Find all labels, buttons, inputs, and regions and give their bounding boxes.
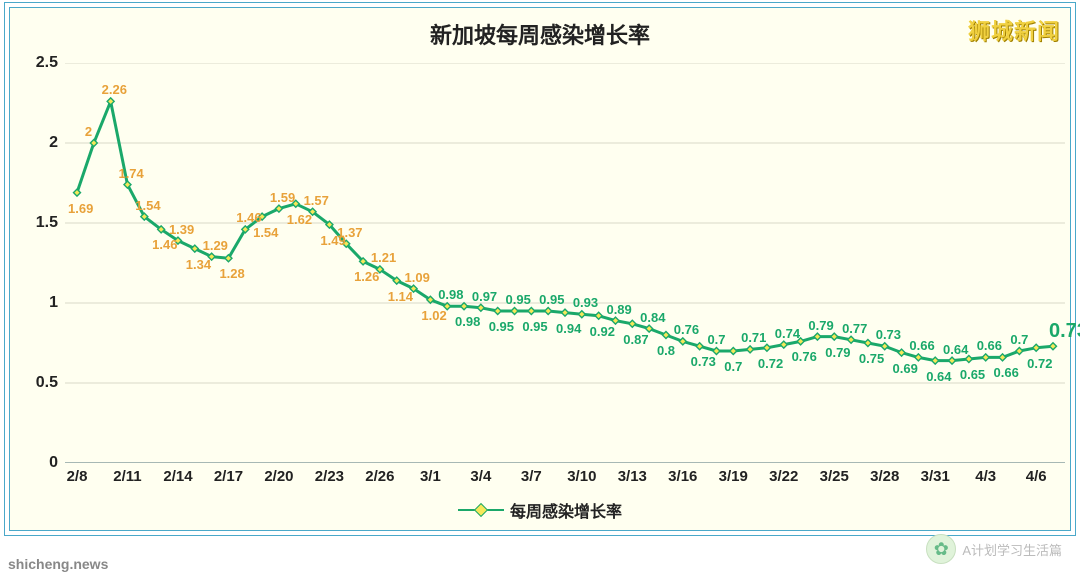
legend-line-icon (458, 509, 504, 511)
x-tick-label: 2/14 (163, 468, 192, 485)
data-point-label: 0.65 (960, 367, 985, 382)
legend: 每周感染增长率 (10, 498, 1070, 522)
data-point-label: 1.14 (388, 289, 413, 304)
data-point-label: 1.69 (68, 201, 93, 216)
data-point-label: 0.73 (876, 327, 901, 342)
data-point-label: 1.54 (135, 198, 160, 213)
data-point-label: 0.97 (472, 289, 497, 304)
data-point-label: 0.84 (640, 310, 665, 325)
y-tick-label: 1.5 (26, 214, 58, 232)
data-point-label: 0.87 (623, 332, 648, 347)
data-point-label: 0.73 (691, 354, 716, 369)
data-point-label: 0.72 (758, 356, 783, 371)
data-point-label: 0.72 (1027, 356, 1052, 371)
data-point-label: 0.79 (825, 345, 850, 360)
data-point-label: 0.77 (842, 321, 867, 336)
data-point-label: 1.54 (253, 225, 278, 240)
x-tick-label: 4/3 (975, 468, 996, 485)
x-tick-label: 3/7 (521, 468, 542, 485)
watermark-top-right: 狮城新闻 (968, 14, 1060, 46)
x-tick-label: 2/20 (264, 468, 293, 485)
legend-label: 每周感染增长率 (510, 498, 622, 522)
data-point-label: 1.46 (152, 237, 177, 252)
data-point-label: 1.02 (421, 308, 446, 323)
x-tick-label: 3/22 (769, 468, 798, 485)
legend-diamond-icon (474, 503, 488, 517)
data-point-label: 0.73 (1049, 320, 1080, 343)
data-point-label: 0.64 (926, 369, 951, 384)
data-point-label: 0.92 (590, 324, 615, 339)
data-point-label: 1.59 (270, 190, 295, 205)
data-point-label: 1.09 (405, 270, 430, 285)
data-point-label: 0.74 (775, 326, 800, 341)
chart-title: 新加坡每周感染增长率 (10, 18, 1070, 50)
x-axis-labels: 2/8 2/11 2/14 2/17 2/20 2/23 2/26 3/1 3/4 3/7 3/10… (65, 468, 1065, 490)
data-point-label: 0.75 (859, 351, 884, 366)
data-point-label: 2.26 (102, 82, 127, 97)
data-point-label: 0.71 (741, 330, 766, 345)
data-point-label: 0.66 (994, 365, 1019, 380)
x-tick-label: 3/31 (921, 468, 950, 485)
data-point-label: 1.37 (337, 225, 362, 240)
wechat-label: A计划学习生活篇 (962, 540, 1062, 559)
data-point-label: 0.8 (657, 343, 675, 358)
data-point-label: 0.89 (606, 302, 631, 317)
x-tick-label: 3/1 (420, 468, 441, 485)
x-tick-label: 3/13 (618, 468, 647, 485)
x-tick-label: 3/10 (567, 468, 596, 485)
data-point-label: 0.95 (489, 319, 514, 334)
data-point-label: 0.93 (573, 295, 598, 310)
data-point-label: 1.28 (219, 266, 244, 281)
data-point-label: 1.26 (354, 269, 379, 284)
data-point-label: 0.7 (707, 332, 725, 347)
x-tick-label: 2/26 (365, 468, 394, 485)
data-point-label: 0.76 (792, 349, 817, 364)
data-point-label: 0.95 (522, 319, 547, 334)
data-point-label: 0.95 (506, 292, 531, 307)
y-tick-label: 2.5 (26, 54, 58, 72)
data-point-label: 1.29 (203, 238, 228, 253)
data-point-label: 1.46 (236, 210, 261, 225)
data-point-label: 0.66 (977, 338, 1002, 353)
x-tick-label: 2/11 (113, 468, 141, 485)
x-tick-label: 4/6 (1026, 468, 1047, 485)
y-tick-label: 2 (26, 134, 58, 152)
chart-outer-border: 新加坡每周感染增长率 狮城新闻 0 0.5 1 1.5 2 2.5 2/8 2/11 2/14… (4, 2, 1076, 536)
data-point-label: 0.66 (909, 338, 934, 353)
data-point-label: 0.7 (1010, 332, 1028, 347)
data-point-label: 0.64 (943, 342, 968, 357)
data-point-label: 1.74 (118, 166, 143, 181)
x-tick-label: 3/16 (668, 468, 697, 485)
x-tick-label: 2/17 (214, 468, 243, 485)
data-point-label: 1.39 (169, 222, 194, 237)
y-tick-label: 0 (26, 454, 58, 472)
x-tick-label: 3/4 (470, 468, 491, 485)
data-point-label: 0.98 (455, 314, 480, 329)
data-point-label: 0.76 (674, 322, 699, 337)
data-point-label: 0.94 (556, 321, 581, 336)
chart-inner-panel: 新加坡每周感染增长率 狮城新闻 0 0.5 1 1.5 2 2.5 2/8 2/11 2/14… (9, 7, 1071, 531)
line-chart-plot (65, 63, 1065, 463)
data-point-label: 0.69 (893, 361, 918, 376)
x-tick-label: 3/28 (870, 468, 899, 485)
data-point-label: 0.7 (724, 359, 742, 374)
data-point-label: 0.98 (438, 287, 463, 302)
wechat-avatar-icon: ✿ (926, 534, 956, 564)
data-point-label: 2 (85, 124, 92, 139)
data-point-label: 1.21 (371, 250, 396, 265)
data-point-label: 0.95 (539, 292, 564, 307)
x-tick-label: 3/25 (820, 468, 849, 485)
data-point-label: 1.57 (304, 193, 329, 208)
y-tick-label: 0.5 (26, 374, 58, 392)
wechat-watermark: ✿ A计划学习生活篇 (926, 534, 1062, 564)
data-point-label: 1.62 (287, 212, 312, 227)
x-tick-label: 3/19 (719, 468, 748, 485)
data-point-label: 0.79 (808, 318, 833, 333)
data-point-label: 1.34 (186, 257, 211, 272)
x-tick-label: 2/23 (315, 468, 344, 485)
x-tick-label: 2/8 (67, 468, 88, 485)
y-tick-label: 1 (26, 294, 58, 312)
source-watermark: shicheng.news (8, 556, 108, 572)
